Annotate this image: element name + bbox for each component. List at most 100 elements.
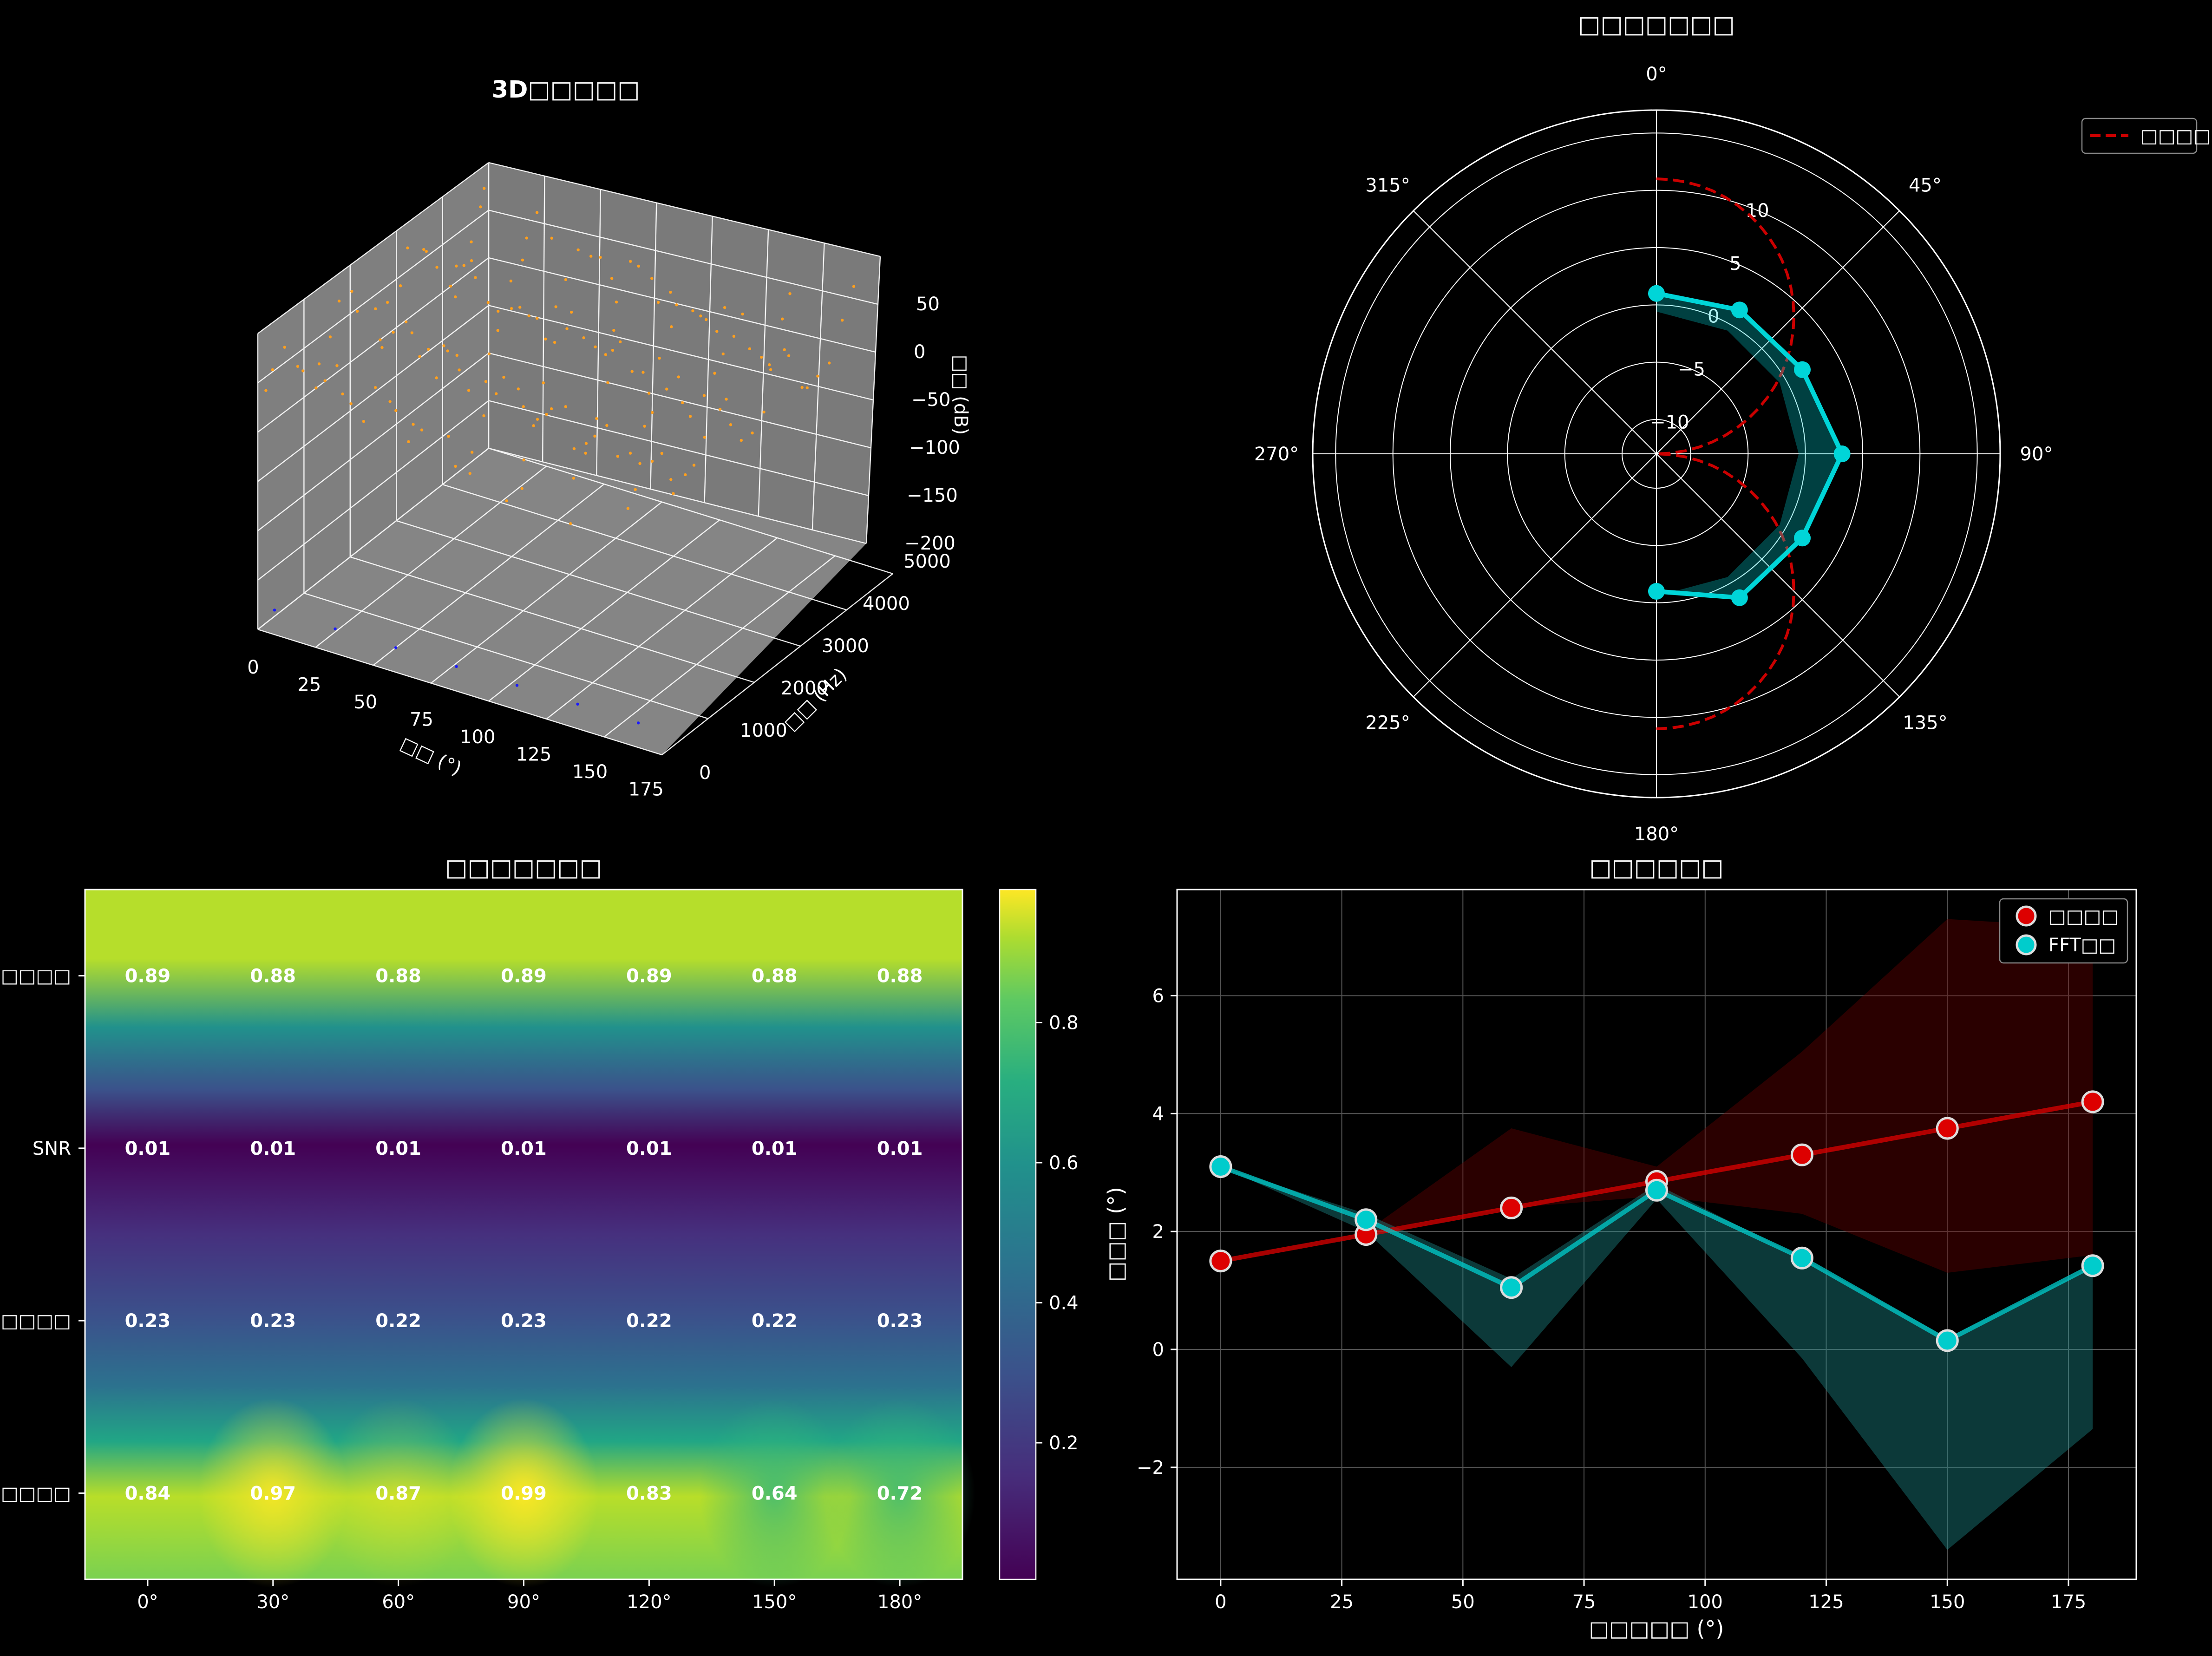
point-3d-orange <box>435 376 438 380</box>
point-3d-orange <box>650 459 654 463</box>
polar-series <box>1648 177 1851 730</box>
scatter-x-tick: 150 <box>1930 1591 1965 1613</box>
point-3d-orange <box>425 250 428 253</box>
point-3d-orange <box>594 345 597 348</box>
floor-grid-line <box>350 556 755 683</box>
polar-angle-label: 270° <box>1254 444 1299 465</box>
polar-spoke <box>1656 210 1900 454</box>
point-3d-orange <box>630 370 634 373</box>
polar-angle-label: 135° <box>1903 712 1947 733</box>
point-3d-orange <box>787 354 791 358</box>
heatmap-cell-value: 0.99 <box>501 1483 547 1504</box>
scatter-point <box>1209 1250 1232 1273</box>
point-3d-blue <box>273 609 276 612</box>
heatmap-x-ticks: 0° 30° 60° 90° 120° 150° 180° <box>137 1579 922 1613</box>
scatter-x-tick: 75 <box>1572 1591 1596 1613</box>
colorbar <box>999 889 1037 1580</box>
x-tick-3d: 0 <box>247 657 259 678</box>
point-3d-orange <box>317 362 321 366</box>
point-3d-orange <box>610 277 614 280</box>
point-3d-orange <box>449 284 452 288</box>
heatmap-y-tick: □□□□ <box>1 966 71 987</box>
scatter-grid <box>1177 890 2136 1579</box>
point-3d-orange <box>780 317 784 321</box>
point-3d-orange <box>732 334 736 338</box>
polar-spoke <box>1413 210 1657 454</box>
point-3d-orange <box>486 301 490 304</box>
point-3d-orange <box>455 264 458 268</box>
point-3d-orange <box>660 452 663 455</box>
polar-series-point <box>1648 285 1665 302</box>
point-3d-orange <box>536 316 539 320</box>
scatter-x-tick: 100 <box>1688 1591 1723 1613</box>
side-grid-line <box>257 305 489 482</box>
colorbar-tick: 0.6 <box>1049 1152 1079 1174</box>
surface3d-zlabel: □□ (dB) <box>950 355 971 435</box>
point-3d-orange <box>446 349 450 353</box>
polar-spoke <box>1413 453 1657 697</box>
point-3d-orange <box>356 309 359 313</box>
point-3d-orange <box>410 331 414 334</box>
point-3d-orange <box>699 314 702 318</box>
point-3d-orange <box>522 405 525 408</box>
point-3d-orange <box>570 310 573 314</box>
point-3d-orange <box>542 381 545 385</box>
scatter-ylabel: □□□ (°) <box>1103 1187 1128 1282</box>
polar-reference-curve <box>1656 177 1796 730</box>
point-3d-orange <box>704 318 708 321</box>
heatmap-x-tick: 30° <box>256 1591 289 1613</box>
heatmap-image <box>84 889 975 1588</box>
point-3d-orange <box>604 353 608 356</box>
point-3d-orange <box>751 431 754 435</box>
point-3d-orange <box>643 425 646 428</box>
x-tick-3d: 175 <box>628 779 664 800</box>
point-3d-orange <box>379 338 382 341</box>
y-tick-3d: 5000 <box>903 551 951 572</box>
heatmap-x-tick: 120° <box>627 1591 671 1613</box>
heatmap-chart: □□□□□□□ 0.89 0.88 0.88 0.89 0.89 0.88 0.88 0.01… <box>0 854 1079 1613</box>
heatmap-cell-value: 0.23 <box>250 1310 296 1332</box>
x-tick-3d: 100 <box>460 727 495 748</box>
point-3d-orange <box>510 307 513 310</box>
scatter-frame <box>1176 889 2137 1580</box>
heatmap-cell-value: 0.22 <box>375 1310 421 1332</box>
point-3d-orange <box>584 452 587 455</box>
point-3d-orange <box>816 374 819 378</box>
surface3d-ylabel: □□ (Hz) <box>780 664 851 735</box>
point-3d-orange <box>703 436 707 439</box>
scatter-band <box>1220 1166 2093 1550</box>
point-3d-orange <box>702 394 706 397</box>
point-3d-orange <box>616 455 619 458</box>
point-3d-orange <box>768 363 771 367</box>
point-3d-orange <box>741 312 744 316</box>
polar-radial-label: −10 <box>1650 412 1689 433</box>
point-3d-orange <box>532 424 535 427</box>
heatmap-cell-value: 0.84 <box>125 1483 171 1504</box>
point-3d-orange <box>800 386 804 389</box>
point-3d-orange <box>619 340 622 344</box>
point-3d-orange <box>595 417 598 420</box>
polar-series-band <box>1656 293 1842 598</box>
point-3d-orange <box>341 392 344 396</box>
polar-angle-label: 90° <box>2020 444 2053 465</box>
point-3d-orange <box>576 248 580 252</box>
heatmap-cell-value: 0.22 <box>752 1310 798 1332</box>
point-3d-orange <box>584 442 588 445</box>
surface3d-xlabel: □□ (°) <box>397 733 465 780</box>
point-3d-orange <box>852 285 856 288</box>
point-3d-orange <box>420 428 424 432</box>
polar-legend: □□□□ <box>2081 118 2211 154</box>
z-tick-3d: −100 <box>909 437 960 458</box>
heatmap-y-tick: □□□□ <box>1 1310 71 1332</box>
heatmap-cell-labels: 0.89 0.88 0.88 0.89 0.89 0.88 0.88 0.01 0.01 0.01… <box>125 966 923 1505</box>
polar-grid <box>1312 109 2001 799</box>
side-grid-line <box>257 448 489 630</box>
polar-angle-label: 180° <box>1634 824 1679 845</box>
point-3d-orange <box>651 411 654 414</box>
colorbar-tick: 0.2 <box>1049 1433 1079 1454</box>
point-3d-orange <box>518 306 522 309</box>
point-3d-orange <box>525 236 528 240</box>
point-3d-orange <box>328 335 332 339</box>
point-3d-orange <box>404 320 408 324</box>
point-3d-blue <box>455 665 458 668</box>
